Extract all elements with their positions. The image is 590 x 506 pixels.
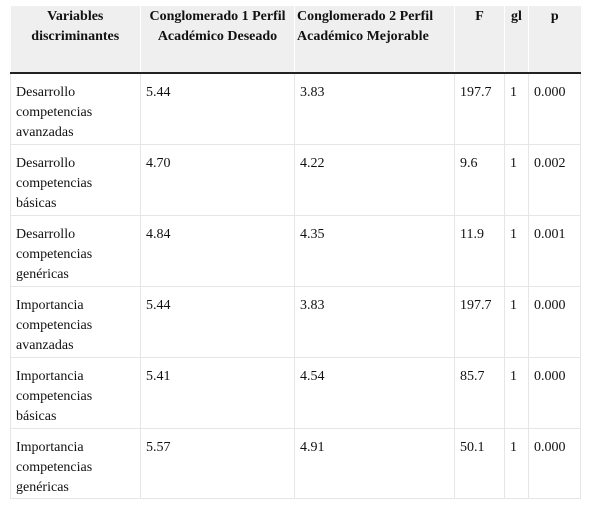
table-row: Desarrollo competencias básicas 4.70 4.2… <box>10 144 581 216</box>
cell-p: 0.000 <box>528 357 581 429</box>
cell-cluster-2: 4.35 <box>294 215 455 287</box>
cell-p: 0.000 <box>528 428 581 499</box>
cell-cluster-2: 4.91 <box>294 428 455 499</box>
cell-cluster-2: 4.22 <box>294 144 455 216</box>
cell-variable: Desarrollo competencias básicas <box>10 144 141 216</box>
cell-variable: Importancia competencias básicas <box>10 357 141 429</box>
table-row: Importancia competencias básicas 5.41 4.… <box>10 357 581 429</box>
cell-f: 50.1 <box>454 428 505 499</box>
cell-p: 0.000 <box>528 73 581 145</box>
cell-cluster-1: 4.70 <box>140 144 295 216</box>
table-row: Importancia competencias genéricas 5.57 … <box>10 428 581 499</box>
cell-cluster-2: 3.83 <box>294 286 455 358</box>
cell-p: 0.002 <box>528 144 581 216</box>
cell-f: 9.6 <box>454 144 505 216</box>
cell-cluster-1: 5.41 <box>140 357 295 429</box>
cell-f: 11.9 <box>454 215 505 287</box>
cell-gl: 1 <box>504 215 529 287</box>
header-f: F <box>454 6 505 74</box>
table-row: Importancia competencias avanzadas 5.44 … <box>10 286 581 358</box>
table-row: Desarrollo competencias avanzadas 5.44 3… <box>10 73 581 145</box>
cell-cluster-1: 5.44 <box>140 286 295 358</box>
discriminant-variables-table: Variables discriminantes Conglomerado 1 … <box>10 6 581 499</box>
cell-cluster-2: 4.54 <box>294 357 455 429</box>
cell-gl: 1 <box>504 73 529 145</box>
cell-variable: Importancia competencias avanzadas <box>10 286 141 358</box>
header-variables: Variables discriminantes <box>10 6 141 74</box>
header-gl: gl <box>504 6 529 74</box>
cell-f: 197.7 <box>454 286 505 358</box>
cell-f: 85.7 <box>454 357 505 429</box>
cell-variable: Desarrollo competencias avanzadas <box>10 73 141 145</box>
table-body: Desarrollo competencias avanzadas 5.44 3… <box>10 73 581 499</box>
header-cluster-1: Conglomerado 1 Perfil Académico Deseado <box>140 6 295 74</box>
header-row: Variables discriminantes Conglomerado 1 … <box>10 6 581 74</box>
cell-p: 0.001 <box>528 215 581 287</box>
cell-cluster-1: 4.84 <box>140 215 295 287</box>
table-header: Variables discriminantes Conglomerado 1 … <box>10 6 581 74</box>
cell-variable: Importancia competencias genéricas <box>10 428 141 499</box>
cell-gl: 1 <box>504 286 529 358</box>
cell-gl: 1 <box>504 428 529 499</box>
cell-gl: 1 <box>504 144 529 216</box>
header-cluster-2: Conglomerado 2 Perfil Académico Mejorabl… <box>294 6 455 74</box>
cell-f: 197.7 <box>454 73 505 145</box>
cell-cluster-1: 5.57 <box>140 428 295 499</box>
cell-cluster-1: 5.44 <box>140 73 295 145</box>
header-p: p <box>528 6 581 74</box>
cell-gl: 1 <box>504 357 529 429</box>
cell-p: 0.000 <box>528 286 581 358</box>
table-row: Desarrollo competencias genéricas 4.84 4… <box>10 215 581 287</box>
cell-variable: Desarrollo competencias genéricas <box>10 215 141 287</box>
cell-cluster-2: 3.83 <box>294 73 455 145</box>
